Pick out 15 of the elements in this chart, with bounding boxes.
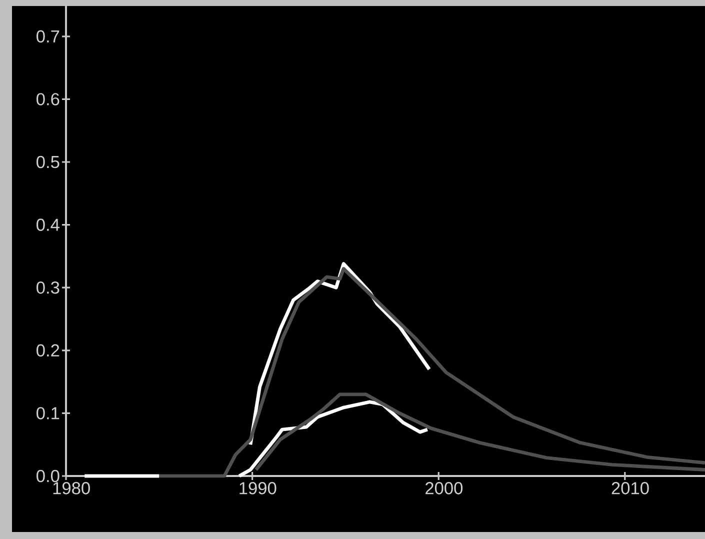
y-tick-label: 0.5 [36, 156, 60, 168]
y-tick-label: 0.1 [36, 407, 60, 420]
y-tick-label: 0.6 [36, 93, 60, 106]
line-series [157, 267, 705, 478]
x-tick-label: 1990 [240, 482, 276, 494]
y-tick-label: 0.2 [36, 344, 60, 357]
y-tick-label: 0.7 [36, 30, 60, 43]
line-series [254, 392, 705, 472]
x-tick-label: 2010 [612, 482, 649, 494]
y-tick-label: 0.0 [36, 470, 60, 482]
x-tick-label: 1980 [53, 482, 90, 494]
y-tick-label: 0.4 [36, 218, 60, 231]
x-tick-label: 2000 [426, 482, 463, 494]
line-series [238, 400, 430, 478]
y-tick-label: 0.3 [36, 281, 60, 294]
